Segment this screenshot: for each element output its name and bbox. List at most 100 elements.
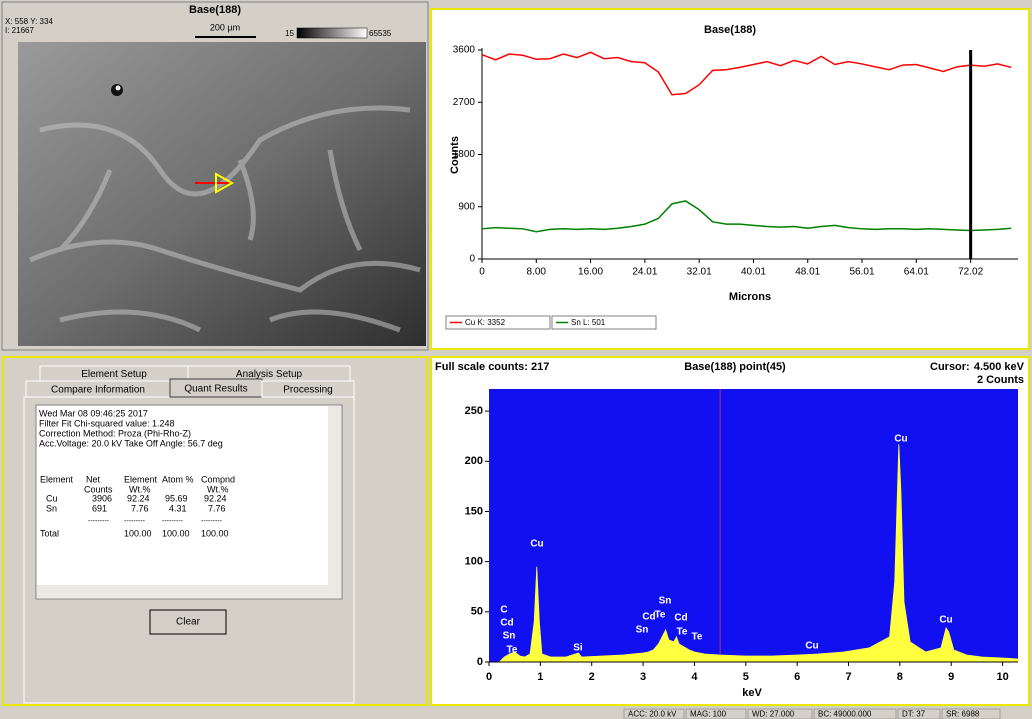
table-total: 100.00 [201, 528, 229, 538]
x-tick-label: 64.01 [904, 267, 929, 278]
table-cell: 7.76 [131, 503, 149, 513]
y-tick-label: 3600 [453, 45, 476, 56]
peak-label: Te [677, 627, 688, 638]
info-line: Filter Fit Chi-squared value: 1.248 [39, 418, 175, 428]
coords: X: 558 Y: 334 [5, 17, 53, 26]
x-tick-label: 5 [743, 671, 749, 683]
y-tick-label: 900 [458, 201, 475, 212]
tab-label[interactable]: Element Setup [81, 369, 147, 380]
x-tick-label: 8 [897, 671, 903, 683]
y-tick-label: 100 [465, 556, 483, 568]
status-text: MAG: 100 [690, 710, 727, 719]
status-text: WD: 27.000 [752, 710, 795, 719]
x-tick-label: 9 [948, 671, 954, 683]
table-cell: Sn [46, 503, 57, 513]
y-tick-label: 200 [465, 455, 483, 467]
info-line: Acc.Voltage: 20.0 kV Take Off Angle: 56.… [39, 438, 223, 448]
x-tick-label: 6 [794, 671, 800, 683]
y-tick-label: 0 [477, 656, 483, 668]
peak-label: Sn [636, 625, 649, 636]
table-cell: 92.24 [127, 493, 150, 503]
x-tick-label: 16.00 [578, 267, 603, 278]
x-tick-label: 48.01 [795, 267, 820, 278]
peak-label: Cd [674, 613, 687, 624]
spectrum-title: Base(188) point(45) [684, 361, 786, 373]
app-window: Base(188) X: 558 Y: 334 I: 21667 200 µm … [0, 0, 1032, 719]
table-cell: 7.76 [208, 503, 226, 513]
x-tick-label: 40.01 [741, 267, 766, 278]
x-tick-label: 24.01 [632, 267, 657, 278]
table-cell: 95.69 [165, 493, 188, 503]
cursor-label: Cursor: [930, 361, 970, 373]
table-header: Element [124, 474, 158, 484]
x-tick-label: 7 [845, 671, 851, 683]
table-header: Net [86, 474, 101, 484]
range-min: 15 [285, 29, 294, 38]
table-cell: 4.31 [169, 503, 187, 513]
gray-bar [297, 28, 367, 38]
separator: --------- [88, 518, 110, 525]
x-tick-label: 10 [996, 671, 1008, 683]
full-scale: Full scale counts: 217 [435, 361, 549, 373]
table-cell: 3906 [92, 493, 112, 503]
tab-label[interactable]: Analysis Setup [236, 369, 303, 380]
table-header: Atom % [162, 474, 194, 484]
table-header: Element [40, 474, 74, 484]
x-tick-label: 72.02 [958, 267, 983, 278]
table-total: 100.00 [124, 528, 152, 538]
y-tick-label: 1800 [453, 149, 476, 160]
x-tick-label: 32.01 [687, 267, 712, 278]
x-tick-label: 0 [486, 671, 492, 683]
v-scrollbar[interactable] [328, 406, 341, 598]
peak-label: Te [507, 645, 518, 656]
table-total: Total [40, 528, 59, 538]
peak-label: C [500, 605, 507, 616]
x-axis-label: keV [742, 687, 762, 699]
y-tick-label: 0 [469, 254, 475, 265]
x-tick-label: 3 [640, 671, 646, 683]
peak-label: Sn [503, 631, 516, 642]
intensity: I: 21667 [5, 26, 34, 35]
image-title: Base(188) [189, 4, 241, 16]
status-text: SR: 6988 [946, 710, 980, 719]
status-text: BC: 49000.000 [818, 710, 872, 719]
range-max: 65535 [369, 29, 392, 38]
legend-label: Sn L: 501 [571, 318, 606, 327]
x-tick-label: 2 [589, 671, 595, 683]
x-tick-label: 56.01 [850, 267, 875, 278]
peak-label: Te [655, 610, 666, 621]
separator: --------- [201, 518, 223, 525]
table-total: 100.00 [162, 528, 190, 538]
table-header: Compnd [201, 474, 235, 484]
peak-label: Te [692, 632, 703, 643]
tab-label[interactable]: Processing [283, 385, 332, 396]
y-tick-label: 250 [465, 405, 483, 417]
x-tick-label: 1 [537, 671, 543, 683]
cursor-counts: 2 Counts [977, 374, 1024, 386]
tab-label[interactable]: Compare Information [51, 385, 145, 396]
peak-label: Cu [894, 434, 907, 445]
scale-label: 200 µm [210, 22, 240, 32]
tab-label[interactable]: Quant Results [184, 384, 247, 395]
peak-label: Cu [530, 539, 543, 550]
y-tick-label: 50 [471, 606, 483, 618]
table-cell: 691 [92, 503, 107, 513]
peak-label: Sn [659, 596, 672, 607]
chart-title: Base(188) [704, 24, 756, 36]
x-tick-label: 8.00 [527, 267, 547, 278]
clear-label[interactable]: Clear [176, 617, 201, 628]
info-line: Correction Method: Proza (Phi-Rho-Z) [39, 428, 191, 438]
peak-label: Cu [939, 615, 952, 626]
legend-label: Cu K: 3352 [465, 318, 506, 327]
x-tick-label: 0 [479, 267, 485, 278]
status-text: ACC: 20.0 kV [628, 710, 677, 719]
x-tick-label: 4 [691, 671, 698, 683]
sem-image[interactable] [18, 42, 426, 346]
h-scrollbar[interactable] [37, 585, 328, 598]
peak-label: Si [573, 643, 583, 654]
peak-label: Cd [500, 618, 513, 629]
info-line: Wed Mar 08 09:46:25 2017 [39, 408, 148, 418]
y-tick-label: 2700 [453, 97, 476, 108]
peak-label: Cu [805, 641, 818, 652]
x-axis-label: Microns [729, 291, 771, 303]
